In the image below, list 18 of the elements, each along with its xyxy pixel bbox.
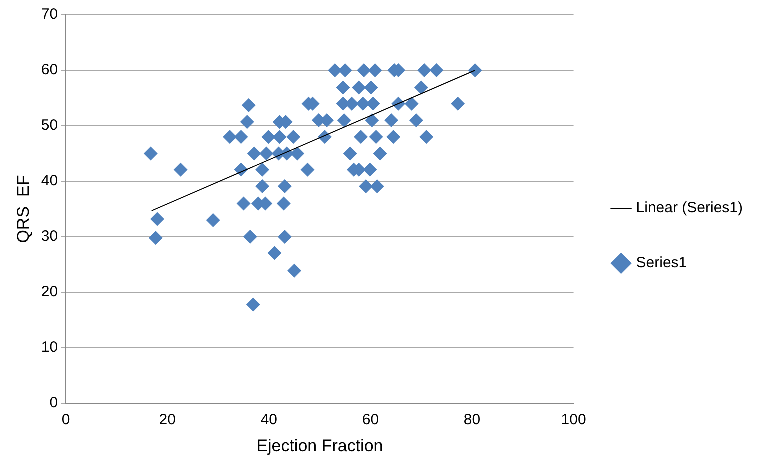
legend-label: Linear (Series1) bbox=[636, 200, 744, 217]
x-tick-label: 0 bbox=[62, 412, 70, 429]
y-tick-label: 0 bbox=[50, 394, 58, 412]
y-tick-label: 40 bbox=[41, 172, 58, 190]
y-tick-label: 20 bbox=[41, 284, 58, 301]
y-tick-label: 10 bbox=[41, 339, 58, 356]
x-tick-label: 40 bbox=[260, 412, 278, 429]
x-tick-label: 80 bbox=[464, 412, 481, 429]
x-tick-label: 60 bbox=[362, 412, 380, 429]
x-axis-title: Ejection Fraction bbox=[256, 436, 384, 456]
y-axis-title: QRS EF bbox=[14, 175, 33, 244]
x-tick-label: 20 bbox=[159, 412, 176, 429]
y-tick-label: 30 bbox=[41, 228, 58, 246]
y-tick-label: 70 bbox=[41, 6, 58, 24]
y-tick-label: 60 bbox=[41, 62, 58, 79]
y-tick-label: 50 bbox=[41, 117, 58, 134]
x-tick-label: 100 bbox=[561, 412, 586, 429]
legend-label: Series1 bbox=[636, 254, 688, 272]
